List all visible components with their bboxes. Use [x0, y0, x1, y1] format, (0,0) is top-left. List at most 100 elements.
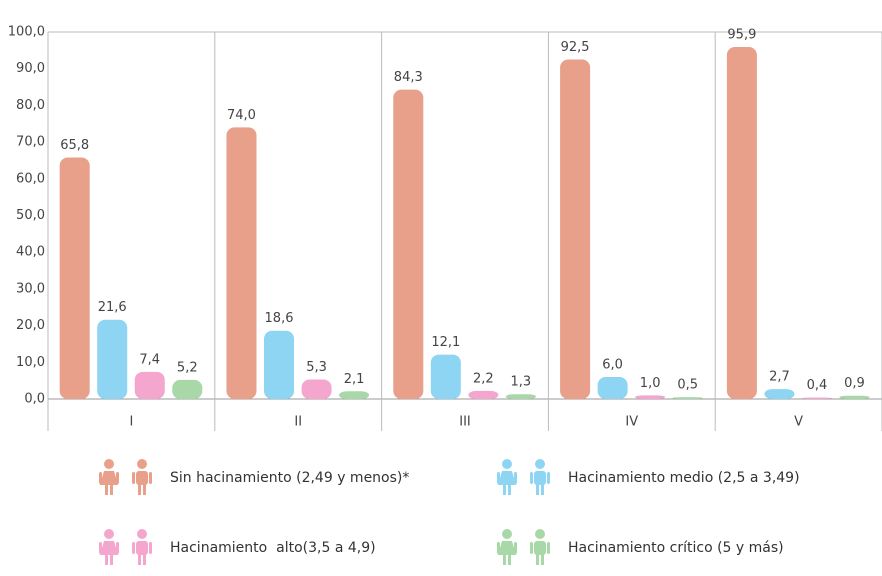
value-label: 6,0	[602, 357, 623, 372]
value-label: 2,2	[473, 371, 494, 386]
bar	[560, 59, 591, 400]
x-tick-label: I	[129, 415, 133, 430]
icon-arm	[497, 542, 500, 554]
bar	[393, 89, 424, 399]
icon-leg	[508, 484, 511, 495]
icon-arm	[530, 542, 533, 554]
icon-arm	[116, 472, 119, 484]
legend-icon	[497, 529, 550, 565]
value-label: 2,1	[344, 372, 365, 387]
value-label: 5,2	[177, 360, 198, 375]
y-tick-label: 70,0	[16, 135, 45, 150]
icon-body	[498, 541, 516, 555]
y-tick-label: 0,0	[24, 392, 45, 407]
icon-leg	[138, 554, 141, 565]
value-label: 2,7	[769, 370, 790, 385]
legend-label: Hacinamiento crítico (5 y más)	[568, 540, 784, 556]
value-label: 0,5	[677, 378, 698, 393]
value-label: 84,3	[394, 70, 423, 85]
y-tick-label: 80,0	[16, 98, 45, 113]
icon-arm	[514, 542, 517, 554]
bar	[672, 397, 703, 399]
y-tick-label: 100,0	[8, 25, 45, 40]
icon-head	[137, 459, 147, 469]
bar	[134, 371, 165, 399]
icon-arm	[99, 542, 102, 554]
icon-leg	[536, 554, 539, 565]
icon-body	[100, 541, 118, 555]
icon-leg	[110, 554, 113, 565]
icon-leg	[536, 484, 539, 495]
icon-head	[502, 529, 512, 539]
y-tick-label: 40,0	[16, 245, 45, 260]
legend-icon	[99, 459, 152, 495]
value-label: 1,0	[640, 376, 661, 391]
bar	[801, 397, 832, 399]
bar	[468, 390, 499, 399]
icon-head	[502, 459, 512, 469]
y-tick-label: 90,0	[16, 61, 45, 76]
icon-arm	[132, 472, 135, 484]
value-label: 65,8	[60, 138, 89, 153]
icon-leg	[541, 484, 544, 495]
bar	[97, 319, 128, 399]
legend-label: Sin hacinamiento (2,49 y menos)*	[170, 470, 409, 486]
icon-leg	[138, 484, 141, 495]
legend-label: Hacinamiento alto(3,5 a 4,9)	[170, 540, 376, 556]
icon-arm	[116, 542, 119, 554]
value-label: 12,1	[431, 335, 460, 350]
icon-head	[104, 529, 114, 539]
bar	[264, 330, 295, 399]
y-tick-label: 30,0	[16, 281, 45, 296]
value-label: 7,4	[139, 352, 160, 367]
icon-arm	[99, 472, 102, 484]
icon-arm	[530, 472, 533, 484]
icon-body	[136, 471, 148, 485]
icon-head	[104, 459, 114, 469]
y-tick-label: 20,0	[16, 318, 45, 333]
bar	[839, 395, 870, 399]
icon-leg	[503, 484, 506, 495]
y-tick-label: 60,0	[16, 171, 45, 186]
x-tick-label: III	[459, 415, 471, 430]
icon-leg	[143, 554, 146, 565]
legend-label: Hacinamiento medio (2,5 a 3,49)	[568, 470, 800, 486]
y-tick-label: 50,0	[16, 208, 45, 223]
bar	[226, 127, 257, 400]
y-tick-label: 10,0	[16, 355, 45, 370]
value-label: 92,5	[561, 40, 590, 55]
value-label: 0,4	[807, 378, 828, 393]
bar	[764, 389, 795, 399]
icon-arm	[149, 542, 152, 554]
icon-arm	[547, 472, 550, 484]
x-tick-label: II	[294, 415, 302, 430]
legend-icon	[497, 459, 550, 495]
icon-arm	[547, 542, 550, 554]
icon-arm	[132, 542, 135, 554]
icon-leg	[110, 484, 113, 495]
icon-arm	[497, 472, 500, 484]
bar	[339, 391, 370, 399]
icon-body	[136, 541, 148, 555]
icon-leg	[105, 484, 108, 495]
icon-body	[100, 471, 118, 485]
icon-leg	[503, 554, 506, 565]
bar	[172, 379, 203, 399]
icon-head	[137, 529, 147, 539]
bar	[726, 47, 757, 400]
icon-leg	[508, 554, 511, 565]
icon-body	[534, 541, 546, 555]
bar	[635, 395, 666, 399]
icon-arm	[514, 472, 517, 484]
icon-arm	[149, 472, 152, 484]
icon-leg	[541, 554, 544, 565]
bar	[430, 354, 461, 399]
value-label: 74,0	[227, 108, 256, 123]
x-tick-label: IV	[625, 415, 638, 430]
bar	[59, 157, 90, 399]
bar	[597, 376, 628, 399]
icon-body	[498, 471, 516, 485]
icon-body	[534, 471, 546, 485]
legend-icon	[99, 529, 152, 565]
